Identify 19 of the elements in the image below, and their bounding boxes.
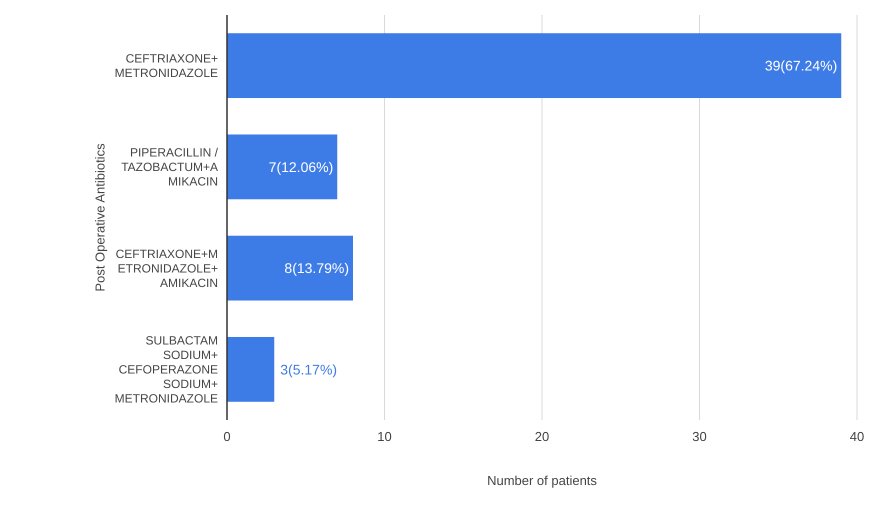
- y-tick-label: SULBACTAM SODIUM+ CEFOPERAZONE SODIUM+ METRONIDAZOLE: [114, 334, 218, 406]
- x-tick-label: 30: [692, 429, 707, 444]
- y-tick-label: CEFTRIAXONE+M ETRONIDAZOLE+ AMIKACIN: [116, 246, 218, 290]
- y-tick-label: CEFTRIAXONE+ METRONIDAZOLE: [114, 52, 218, 80]
- bar: [227, 134, 338, 200]
- x-tick-label: 40: [850, 429, 864, 444]
- x-tick-label: 0: [223, 429, 231, 444]
- bar: [227, 336, 274, 402]
- y-tick-label: PIPERACILLIN / TAZOBACTUM+A MIKACIN: [121, 146, 219, 189]
- data-label: 8(13.79%): [284, 260, 349, 276]
- data-label: 7(12.06%): [268, 158, 334, 175]
- data-label: 3(5.17%): [280, 361, 338, 378]
- x-axis-title: Number of patients: [487, 473, 598, 488]
- data-label: 39(67.24%): [764, 58, 838, 74]
- bar: [227, 236, 353, 301]
- x-tick-label: 20: [534, 429, 550, 444]
- bar: [227, 33, 842, 98]
- y-axis-title: Post Operative Antibiotics: [92, 142, 108, 292]
- x-tick-label: 10: [377, 429, 392, 444]
